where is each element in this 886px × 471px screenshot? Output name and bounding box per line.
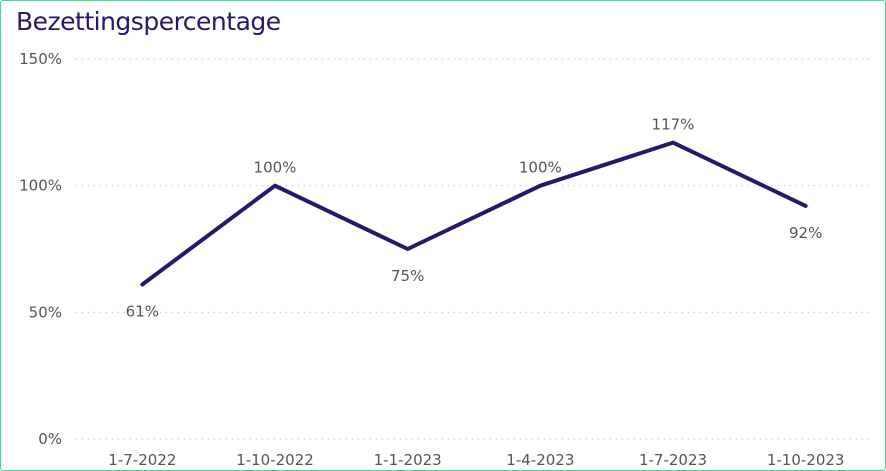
x-tick-label: 1-10-2023 [767, 451, 845, 469]
data-label: 100% [254, 159, 297, 177]
x-axis-ticks: 1-7-2022 1-10-2022 1-1-2023 1-4-2023 1-7-202… [108, 451, 844, 469]
data-labels: 61% 100% 75% 100% 117% 92% [126, 116, 823, 321]
y-axis-ticks: 0% 50% 100% 150% [19, 50, 62, 448]
x-tick-label: 1-10-2022 [236, 451, 314, 469]
x-tick-label: 1-7-2022 [108, 451, 176, 469]
data-label: 61% [126, 302, 159, 320]
data-label: 100% [519, 159, 562, 177]
series-line [140, 140, 808, 287]
x-tick-label: 1-4-2023 [506, 451, 574, 469]
y-tick-label: 50% [29, 303, 62, 321]
data-label: 75% [391, 267, 424, 285]
x-tick-label: 1-1-2023 [374, 451, 442, 469]
data-label: 117% [652, 116, 695, 134]
x-tick-label: 1-7-2023 [639, 451, 707, 469]
y-tick-label: 150% [19, 50, 62, 68]
data-label: 92% [789, 224, 822, 242]
gridlines [76, 58, 872, 440]
series-occupancy [140, 140, 808, 287]
chart-title: Bezettingspercentage [16, 7, 281, 36]
y-tick-label: 0% [38, 430, 62, 448]
y-tick-label: 100% [19, 177, 62, 195]
